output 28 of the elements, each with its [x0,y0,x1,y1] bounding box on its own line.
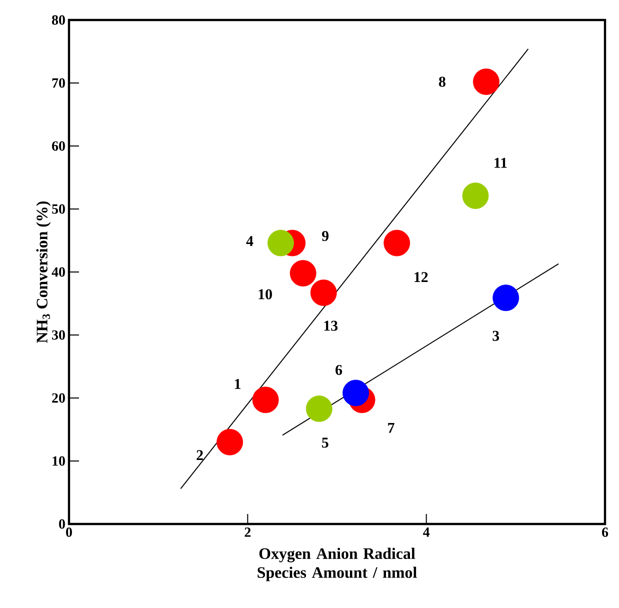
y-tick-label: 60 [52,141,65,151]
annotation: 5 [322,438,328,448]
x-tick-label: 4 [423,528,430,537]
annotation: 2 [196,450,203,460]
y-tick-label: 10 [52,456,65,466]
y-tick-label: 30 [52,330,65,340]
x-axis-title: Oxygen Anion Radical Species Amount / nmol [258,548,417,582]
y-tick-label: 0 [59,519,65,529]
annotation: 11 [494,158,507,168]
annotation: 13 [324,320,338,331]
annotation: 12 [414,272,428,282]
y-tick-label: 20 [52,393,65,403]
annotation: 6 [336,364,342,375]
y-tick-label: 80 [52,15,65,25]
x-tick-label: 2 [244,528,251,537]
annotation: 8 [438,76,446,87]
y-tick-label: 70 [52,78,65,88]
annotation: 9 [322,231,329,242]
annotation: 10 [258,289,272,300]
x-tick-label: 0 [66,528,72,537]
y-tick-label: 50 [52,204,65,214]
annotation: 4 [246,236,254,246]
y-tick-label: 40 [52,267,65,277]
x-tick-label: 6 [602,528,608,537]
annotation: 7 [388,423,394,433]
annotation: 3 [492,330,500,341]
y-axis-title: NH$_{3}$ Conversion (%) [36,201,51,343]
annotation: 1 [235,378,241,389]
